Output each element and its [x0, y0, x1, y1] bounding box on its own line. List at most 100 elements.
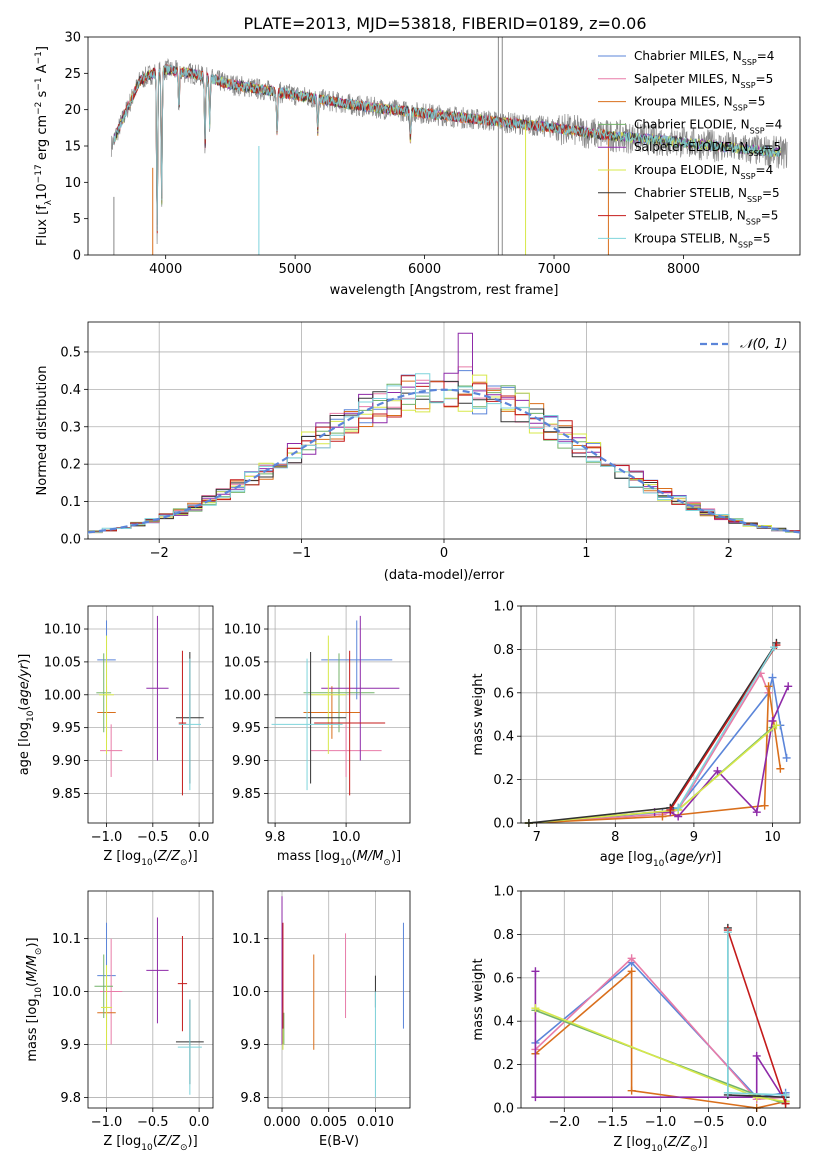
y-axis-label: Normed distribution — [35, 366, 50, 496]
y-tick-label: 9.9 — [240, 1038, 261, 1053]
model-spectrum-line — [113, 63, 781, 232]
y-tick-label: 10.0 — [232, 985, 261, 1000]
y-tick-label: 0.4 — [493, 730, 514, 745]
mass-weight-line — [528, 642, 778, 824]
spectrum-axes: 4000 5000 6000 7000 8000 0 5 10 15 20 25 30 waveleng… — [34, 31, 801, 298]
y-axis-label: mass weight — [471, 958, 486, 1040]
model-spectrum-line — [113, 63, 613, 234]
mass-weight-marker — [713, 766, 722, 775]
y-tick-label: 1.0 — [493, 885, 514, 900]
legend-label: Chabrier MILES, NSSP=4 — [634, 49, 774, 67]
y-tick-label: 0.0 — [60, 533, 81, 548]
y-tick-label: 0.3 — [60, 420, 81, 435]
mass-weight-marker — [723, 928, 732, 937]
mass-weight-marker — [752, 1051, 761, 1060]
x-tick-label: −2.0 — [549, 1115, 581, 1130]
y-tick-label: 10.05 — [224, 655, 261, 670]
mass-weight-marker — [782, 753, 791, 762]
mass-weight-marker — [768, 717, 777, 726]
x-tick-label: 0.010 — [357, 1115, 394, 1130]
y-tick-label: 30 — [64, 31, 81, 46]
y-tick-label: 0.4 — [60, 383, 81, 398]
x-axis-label: E(B-V) — [319, 1134, 359, 1149]
mass-weight-marker — [776, 764, 785, 773]
x-tick-label: 8000 — [667, 262, 700, 277]
x-tick-label: −0.5 — [693, 1115, 725, 1130]
y-tick-label: 9.9 — [60, 1038, 81, 1053]
y-tick-label: 0.6 — [493, 971, 514, 986]
mass-weight-marker — [752, 808, 761, 817]
x-axis-label: Z [log10(Z/Z⊙)] — [103, 1134, 197, 1153]
legend-label: Chabrier ELODIE, NSSP=4 — [634, 117, 782, 135]
legend-label: Kroupa MILES, NSSP=5 — [634, 95, 765, 113]
y-axis-label: mass weight — [471, 673, 486, 755]
legend-label: Salpeter STELIB, NSSP=5 — [634, 209, 778, 227]
y-tick-label: 25 — [64, 67, 81, 82]
plot-frame — [87, 890, 214, 1109]
legend-label: Chabrier STELIB, NSSP=5 — [634, 186, 780, 204]
y-tick-label: 9.85 — [52, 787, 81, 802]
y-tick-label: 9.95 — [52, 721, 81, 736]
mass-weight-marker — [627, 967, 636, 976]
x-axis-label: wavelength [Angstrom, rest frame] — [330, 283, 559, 298]
x-axis-label: mass [log10(M/M⊙)] — [277, 849, 401, 868]
normal-distribution-curve — [88, 388, 800, 534]
y-tick-label: 9.8 — [60, 1091, 81, 1106]
mass-weight-marker — [674, 803, 683, 812]
mass-weight-marker — [768, 673, 777, 682]
legend-label: Salpeter ELODIE, NSSP=5 — [634, 140, 781, 158]
mass-weight-marker — [627, 1086, 636, 1095]
model-spectrum-line — [113, 64, 613, 233]
x-axis-label: Z [log10(Z/Z⊙)] — [103, 849, 197, 868]
mass-weight-marker — [772, 721, 781, 730]
mass-weight-marker — [531, 1004, 540, 1013]
plot-frame — [520, 605, 801, 824]
x-tick-label: 0.000 — [263, 1115, 300, 1130]
y-tick-label: 10.1 — [232, 932, 261, 947]
mass-weight-marker — [666, 805, 675, 814]
x-tick-label: 6000 — [408, 262, 441, 277]
x-axis-label: age [log10(age/yr)] — [600, 850, 722, 869]
y-tick-label: 10.00 — [224, 688, 261, 703]
y-tick-label: 0.2 — [493, 1058, 514, 1073]
plot-frame — [267, 890, 411, 1109]
plot-frame — [267, 605, 411, 824]
legend-label: Salpeter MILES, NSSP=5 — [634, 72, 773, 90]
spectrum-clip-group — [110, 37, 788, 255]
y-tick-label: 10.10 — [224, 623, 261, 638]
x-tick-label: 7000 — [537, 262, 570, 277]
x-tick-label: −1.0 — [91, 830, 123, 845]
x-tick-label: 1 — [582, 546, 590, 561]
y-tick-label: 0 — [73, 249, 81, 264]
spectrum-curves — [110, 37, 788, 255]
x-tick-label: −1 — [292, 546, 311, 561]
y-axis-label: Flux [fλ10−17 erg cm−2 s−1 A−1] — [34, 46, 54, 246]
residual-legend: 𝒩(0, 1) — [700, 337, 787, 352]
y-tick-label: 5 — [73, 212, 81, 227]
y-tick-label: 0.8 — [493, 928, 514, 943]
x-tick-label: 9 — [690, 830, 698, 845]
y-axis-label: mass [log10(M/M⊙)] — [25, 937, 44, 1061]
x-tick-label: 7 — [533, 830, 541, 845]
mass-weight-marker — [770, 643, 779, 652]
y-tick-label: 0.2 — [493, 773, 514, 788]
mass-weight-marker — [658, 812, 667, 821]
x-tick-label: 0.0 — [746, 1115, 767, 1130]
x-tick-label: 0.0 — [189, 1115, 210, 1130]
y-tick-label: 10.0 — [52, 985, 81, 1000]
mass-weight-marker — [781, 1090, 790, 1099]
x-axis-label: Z [log10(Z/Z⊙)] — [613, 1135, 707, 1154]
y-tick-label: 0.8 — [493, 643, 514, 658]
spectrum-panel: 4000 5000 6000 7000 8000 0 5 10 15 20 25 30 waveleng… — [34, 31, 801, 298]
mass-vs-metallicity-panel: −1.0 −0.5 0.0 9.8 9.9 10.0 10.1 Z [log10(Z/Z⊙)]… — [25, 890, 214, 1153]
mass-weight-vs-metallicity-panel: −2.0 −1.5 −1.0 −0.5 0.0 0.0 0.2 0.4 0.6 0.8 1.0 Z [… — [471, 885, 801, 1154]
x-tick-label: −1.0 — [91, 1115, 123, 1130]
normal-legend-label: 𝒩(0, 1) — [740, 337, 787, 352]
y-tick-label: 0.6 — [493, 686, 514, 701]
y-tick-label: 0.2 — [60, 458, 81, 473]
x-tick-label: −0.5 — [137, 830, 169, 845]
y-tick-label: 20 — [64, 103, 81, 118]
plot-frame — [87, 605, 214, 824]
mass-weight-line — [534, 957, 786, 1101]
